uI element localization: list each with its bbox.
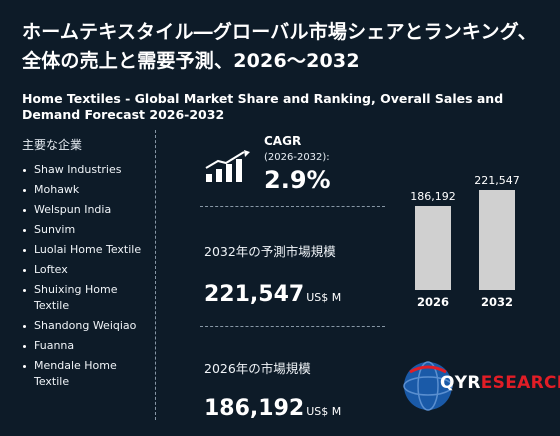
cagr-period: (2026-2032): — [264, 152, 330, 163]
logo-text: QYRESEARCH — [440, 373, 560, 393]
chart-bar-2026 — [415, 206, 451, 290]
market-size-bar-chart: 186,192 2026 221,547 2032 — [395, 160, 545, 320]
forecast-2032-unit: US$ M — [306, 291, 342, 304]
market-2026-value: 186,192 US$ M — [204, 396, 341, 421]
company-list: Shaw Industries Mohawk Welspun India Sun… — [22, 162, 147, 394]
logo-text-qyr: QYR — [440, 373, 481, 393]
company-item: Luolai Home Textile — [22, 242, 147, 258]
forecast-2032-number: 221,547 — [204, 282, 305, 307]
globe-icon — [404, 362, 452, 410]
company-item: Sunvim — [22, 222, 147, 238]
qyresearch-logo — [403, 361, 453, 411]
page-title: ホームテキスタイル―グローバル市場シェアとランキング、全体の売上と需要予測、20… — [22, 21, 537, 72]
chart-value-label: 186,192 — [410, 190, 456, 203]
market-2026-label: 2026年の市場規模 — [204, 361, 311, 376]
market-2026-number: 186,192 — [204, 396, 305, 421]
vertical-divider — [155, 130, 156, 420]
company-item: Shaw Industries — [22, 162, 147, 178]
horizontal-divider — [200, 206, 385, 207]
page-subtitle: Home Textiles - Global Market Share and … — [22, 91, 504, 122]
chart-category-label: 2032 — [480, 295, 513, 309]
company-item: Shuixing Home Textile — [22, 282, 147, 314]
chart-category-label: 2026 — [416, 295, 449, 309]
companies-heading: 主要な企業 — [22, 138, 83, 152]
company-item: Mohawk — [22, 182, 147, 198]
forecast-2032-value: 221,547 US$ M — [204, 282, 341, 307]
chart-value-label: 221,547 — [474, 174, 520, 187]
company-item: Welspun India — [22, 202, 147, 218]
forecast-2032-label: 2032年の予測市場規模 — [204, 244, 336, 259]
company-item: Loftex — [22, 262, 147, 278]
growth-bar-chart-icon — [205, 150, 250, 182]
cagr-value: 2.9% — [264, 166, 331, 194]
horizontal-divider — [200, 326, 385, 327]
market-2026-unit: US$ M — [306, 405, 342, 418]
company-item: Shandong Weiqiao — [22, 318, 147, 334]
company-item: Mendale Home Textile — [22, 358, 147, 390]
cagr-label: CAGR — [264, 134, 302, 148]
chart-bar-2032 — [479, 190, 515, 290]
logo-text-esearch: ESEARCH — [480, 373, 560, 393]
company-item: Fuanna — [22, 338, 147, 354]
